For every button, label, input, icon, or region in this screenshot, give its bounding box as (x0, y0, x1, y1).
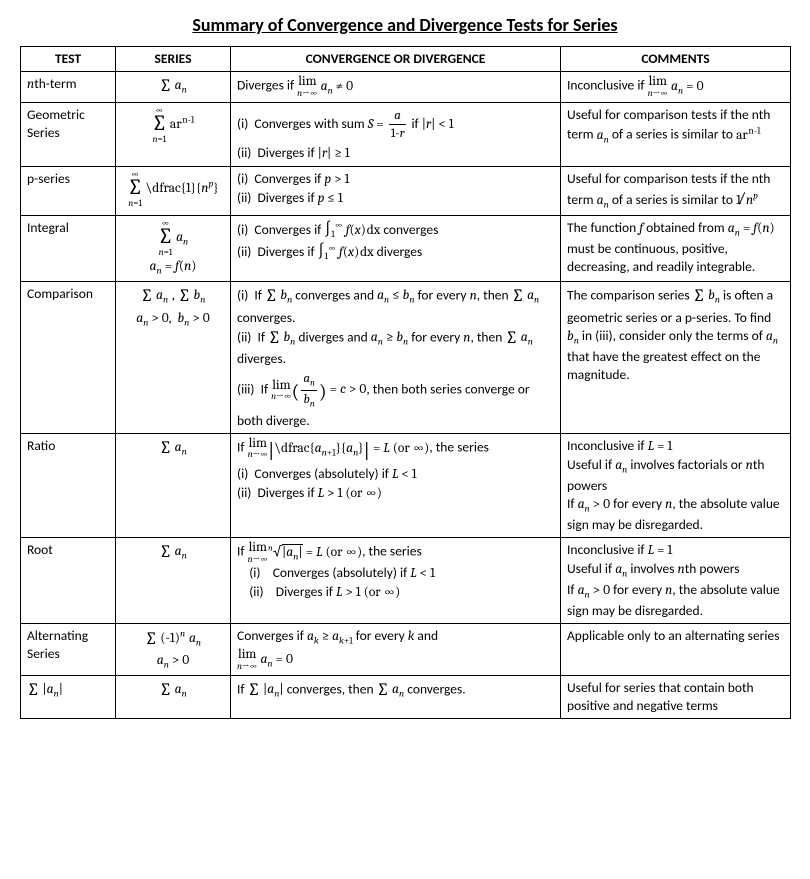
cell-convergence: Converges if ak ≥ ak+1 for every k andli… (231, 624, 561, 676)
table-row: ∑ |an|∑ anIf ∑ |an| converges, then ∑ an… (21, 675, 791, 718)
cell-test: Comparison (21, 281, 116, 433)
cell-comments: Useful for comparison tests if the nth t… (561, 102, 791, 166)
cell-convergence: If limn→∞n√|an| = L (or ∞), the series (… (231, 538, 561, 624)
cell-comments: Inconclusive if L = 1Useful if an involv… (561, 538, 791, 624)
table-row: Ratio∑ anIf limn→∞|\dfrac{an+1}{an}| = L… (21, 433, 791, 537)
cell-convergence: (i) If ∑ bn converges and an ≤ bn for ev… (231, 281, 561, 433)
cell-convergence: (i) Converges if p > 1(ii) Diverges if p… (231, 166, 561, 215)
cell-series: ∑ an (116, 675, 231, 718)
table-row: Comparison∑ an , ∑ bnan > 0, bn > 0(i) I… (21, 281, 791, 433)
cell-comments: The function f obtained from an = f(n) m… (561, 215, 791, 281)
table-row: Root∑ anIf limn→∞n√|an| = L (or ∞), the … (21, 538, 791, 624)
cell-test: Ratio (21, 433, 116, 537)
cell-series: ∑ an (116, 538, 231, 624)
cell-series: ∞∑n=1 ar n-1 (116, 102, 231, 166)
col-test: TEST (21, 47, 116, 72)
cell-series: ∑ an , ∑ bnan > 0, bn > 0 (116, 281, 231, 433)
cell-series: ∞∑n=1 anan = f(n) (116, 215, 231, 281)
col-conv: CONVERGENCE OR DIVERGENCE (231, 47, 561, 72)
cell-convergence: If limn→∞|\dfrac{an+1}{an}| = L (or ∞), … (231, 433, 561, 537)
col-comm: COMMENTS (561, 47, 791, 72)
cell-convergence: Diverges if limn→∞ an ≠ 0 (231, 72, 561, 103)
cell-test: ∑ |an| (21, 675, 116, 718)
table-row: Alternating Series∑ (-1)n anan > 0Conver… (21, 624, 791, 676)
cell-series: ∞∑n=1 \dfrac{1}{np} (116, 166, 231, 215)
cell-comments: Inconclusive if L = 1Useful if an involv… (561, 433, 791, 537)
cell-convergence: If ∑ |an| converges, then ∑ an converges… (231, 675, 561, 718)
cell-comments: Useful for comparison tests if the nth t… (561, 166, 791, 215)
cell-series: ∑ (-1)n anan > 0 (116, 624, 231, 676)
cell-convergence: (i) Converges with sum S = a1-r if |r| <… (231, 102, 561, 166)
cell-series: ∑ an (116, 72, 231, 103)
cell-convergence: (i) Converges if ∫1∞ f(x) dx converges(i… (231, 215, 561, 281)
tests-table: TEST SERIES CONVERGENCE OR DIVERGENCE CO… (20, 46, 791, 719)
cell-test: p-series (21, 166, 116, 215)
cell-test: Integral (21, 215, 116, 281)
cell-test: Alternating Series (21, 624, 116, 676)
table-row: Integral∞∑n=1 anan = f(n)(i) Converges i… (21, 215, 791, 281)
cell-comments: The comparison series ∑ bn is often a ge… (561, 281, 791, 433)
cell-test: nth-term (21, 72, 116, 103)
cell-series: ∑ an (116, 433, 231, 537)
table-row: Geometric Series∞∑n=1 ar n-1(i) Converge… (21, 102, 791, 166)
cell-test: Geometric Series (21, 102, 116, 166)
col-series: SERIES (116, 47, 231, 72)
page-title: Summary of Convergence and Divergence Te… (20, 14, 790, 36)
cell-comments: Applicable only to an alternating series (561, 624, 791, 676)
cell-test: Root (21, 538, 116, 624)
table-row: p-series∞∑n=1 \dfrac{1}{np}(i) Converges… (21, 166, 791, 215)
cell-comments: Inconclusive if limn→∞ an = 0 (561, 72, 791, 103)
table-row: nth-term∑ anDiverges if limn→∞ an ≠ 0Inc… (21, 72, 791, 103)
header-row: TEST SERIES CONVERGENCE OR DIVERGENCE CO… (21, 47, 791, 72)
cell-comments: Useful for series that contain both posi… (561, 675, 791, 718)
